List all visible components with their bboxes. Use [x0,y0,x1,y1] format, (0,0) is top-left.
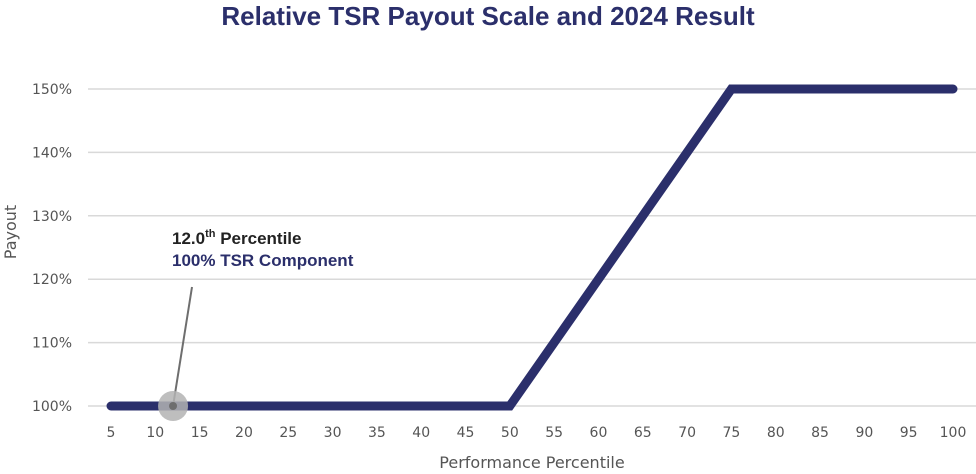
x-tick-label: 100 [940,425,967,441]
result-marker-dot [169,402,178,410]
y-axis-label: Payout [1,205,20,259]
y-tick-label: 100% [32,399,72,415]
annotation: 12.0th Percentile 100% TSR Component [158,228,354,421]
x-axis-label: Performance Percentile [439,453,624,472]
x-tick-label: 75 [723,425,741,441]
x-tick-label: 25 [279,425,297,441]
x-tick-label: 65 [634,425,652,441]
grid-lines [88,88,976,407]
y-tick-label: 140% [32,145,72,161]
x-tick-label: 60 [590,425,608,441]
annotation-percentile-value: 12.0 [172,229,205,248]
annotation-percentile: 12.0th Percentile [172,228,301,248]
x-axis-ticks: 5 10 15 20 25 30 35 40 45 50 55 60 65 70 75 80 85 90 95 100 [107,425,967,441]
y-tick-label: 130% [32,209,72,225]
y-tick-label: 120% [32,272,72,288]
y-axis-ticks: 100% 110% 120% 130% 140% 150% [32,82,72,415]
x-tick-label: 70 [678,425,696,441]
chart-title: Relative TSR Payout Scale and 2024 Resul… [221,1,755,31]
x-tick-label: 95 [900,425,918,441]
annotation-component: 100% TSR Component [172,251,354,270]
x-tick-label: 15 [191,425,209,441]
annotation-leader-line [172,286,193,407]
x-tick-label: 50 [501,425,519,441]
x-tick-label: 10 [146,425,164,441]
annotation-percentile-suffix: th [205,228,216,240]
y-tick-label: 150% [32,82,72,98]
series-layer [106,84,958,411]
x-tick-label: 55 [545,425,563,441]
x-tick-label: 90 [855,425,873,441]
x-tick-label: 85 [811,425,829,441]
x-tick-label: 35 [368,425,386,441]
x-tick-label: 80 [767,425,785,441]
payout-series-line [106,84,958,411]
x-tick-label: 40 [412,425,430,441]
annotation-percentile-label: Percentile [215,229,301,248]
x-tick-label: 45 [457,425,475,441]
x-tick-label: 20 [235,425,253,441]
y-tick-label: 110% [32,336,72,352]
x-tick-label: 5 [107,425,116,441]
x-tick-label: 30 [324,425,342,441]
